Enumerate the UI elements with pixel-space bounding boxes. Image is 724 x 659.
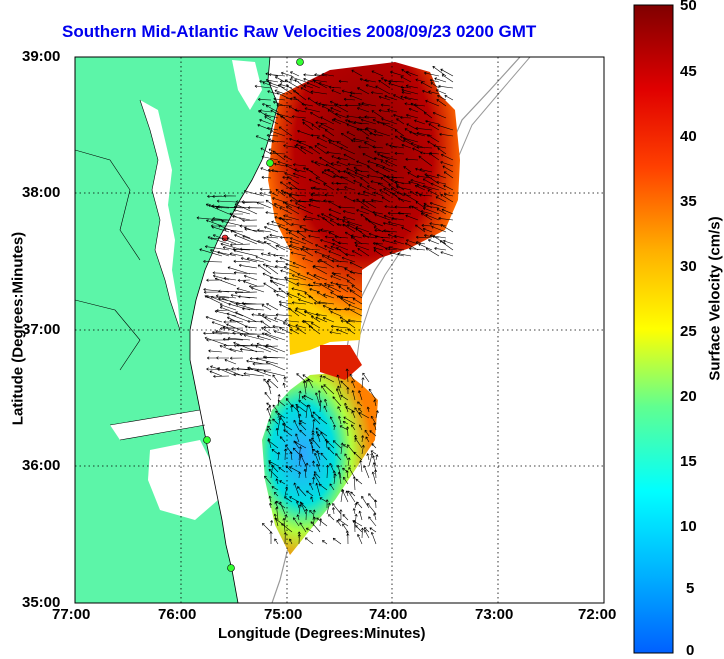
velocity-field-south [262,372,378,555]
pamlico-sound [148,440,218,520]
colorbar-tick: 35 [680,193,697,210]
land-mass [75,57,278,603]
station-marker [296,58,304,66]
station-marker [227,564,235,572]
colorbar-tick: 15 [680,453,697,470]
colorbar-tick: 20 [680,388,697,405]
y-tick-label: 37:00 [22,321,61,338]
x-tick-label: 72:00 [578,606,617,623]
x-tick-label: 74:00 [369,606,408,623]
colorbar-tick: 10 [680,518,697,535]
x-tick-label: 73:00 [475,606,514,623]
vector-arrows [196,66,454,545]
colorbar-tick: 25 [680,323,697,340]
x-axis-label: Longitude (Degrees:Minutes) [218,625,426,642]
chart-title: Southern Mid-Atlantic Raw Velocities 200… [62,22,537,41]
y-tick-label: 35:00 [22,594,61,611]
velocity-vectors [196,66,454,545]
colorbar-tick: 30 [680,258,697,275]
y-tick-label: 39:00 [22,48,61,65]
chesapeake-bay [140,100,180,330]
x-tick-label: 75:00 [264,606,303,623]
y-tick-label: 38:00 [22,184,61,201]
colorbar-tick: 45 [680,63,697,80]
colorbar-tick: 0 [686,642,695,659]
y-tick-label: 36:00 [22,457,61,474]
colorbar [633,4,674,654]
delaware-bay [232,60,262,110]
colorbar-tick: 5 [686,580,695,597]
colorbar-label: Surface Velocity (cm/s) [706,216,724,381]
colorbar-tick: 40 [680,128,697,145]
x-tick-label: 77:00 [52,606,91,623]
station-marker [203,436,211,444]
station-marker [266,159,274,167]
x-tick-label: 76:00 [158,606,197,623]
colorbar-tick: 50 [680,0,697,14]
